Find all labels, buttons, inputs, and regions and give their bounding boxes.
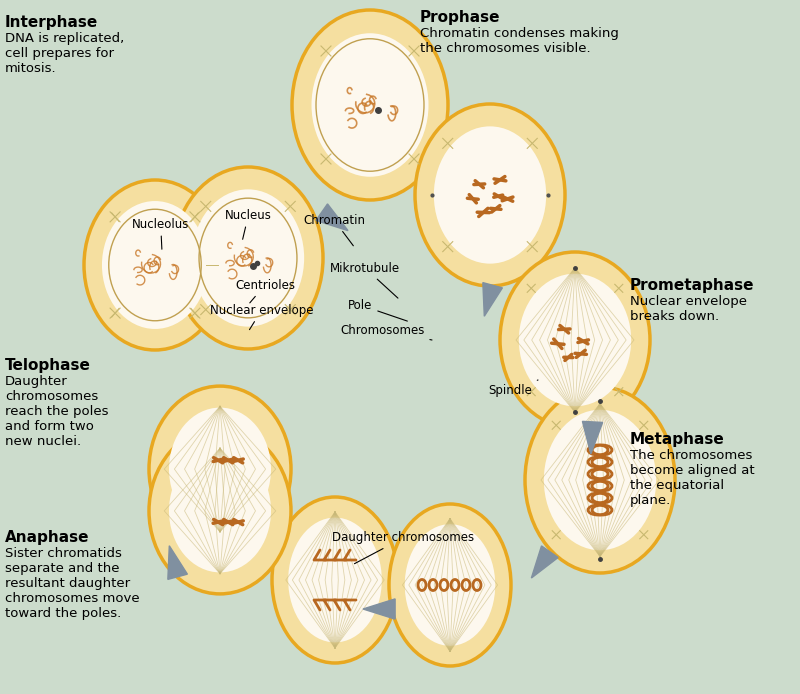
Text: Interphase: Interphase xyxy=(5,15,98,30)
Ellipse shape xyxy=(544,409,656,550)
Ellipse shape xyxy=(173,167,323,349)
Text: Prophase: Prophase xyxy=(420,10,501,25)
Ellipse shape xyxy=(415,104,565,286)
Text: Pole: Pole xyxy=(348,298,407,321)
Ellipse shape xyxy=(525,387,675,573)
Ellipse shape xyxy=(288,518,382,643)
Ellipse shape xyxy=(169,407,271,531)
Text: Nuclear envelope
breaks down.: Nuclear envelope breaks down. xyxy=(630,295,747,323)
Polygon shape xyxy=(483,282,502,316)
Ellipse shape xyxy=(292,10,448,200)
Text: Chromatin condenses making
the chromosomes visible.: Chromatin condenses making the chromosom… xyxy=(420,27,619,55)
Text: Prometaphase: Prometaphase xyxy=(630,278,754,293)
Text: Spindle: Spindle xyxy=(488,380,538,396)
Ellipse shape xyxy=(169,450,271,573)
Text: Telophase: Telophase xyxy=(5,358,91,373)
Ellipse shape xyxy=(500,252,650,428)
Text: Mikrotubule: Mikrotubule xyxy=(330,262,400,298)
Ellipse shape xyxy=(311,33,429,177)
Text: Nucleus: Nucleus xyxy=(225,208,272,239)
Ellipse shape xyxy=(405,524,495,646)
Polygon shape xyxy=(363,599,395,619)
Ellipse shape xyxy=(272,497,398,663)
Text: Metaphase: Metaphase xyxy=(630,432,725,447)
Text: Chromatin: Chromatin xyxy=(303,214,365,246)
Text: Sister chromatids
separate and the
resultant daughter
chromosomes move
toward th: Sister chromatids separate and the resul… xyxy=(5,547,140,620)
Polygon shape xyxy=(531,546,558,578)
Polygon shape xyxy=(316,204,348,230)
Text: DNA is replicated,
cell prepares for
mitosis.: DNA is replicated, cell prepares for mit… xyxy=(5,32,124,75)
Ellipse shape xyxy=(149,386,291,552)
Ellipse shape xyxy=(519,273,631,406)
Text: The chromosomes
become aligned at
the equatorial
plane.: The chromosomes become aligned at the eq… xyxy=(630,449,754,507)
Ellipse shape xyxy=(149,428,291,594)
Text: Nucleolus: Nucleolus xyxy=(132,217,190,249)
Text: Anaphase: Anaphase xyxy=(5,530,90,545)
Text: Nuclear envelope: Nuclear envelope xyxy=(210,303,314,330)
Text: Chromosomes: Chromosomes xyxy=(340,323,432,340)
Text: Daughter chromosomes: Daughter chromosomes xyxy=(332,532,474,564)
Polygon shape xyxy=(582,421,602,454)
Ellipse shape xyxy=(434,126,546,264)
Text: Daughter
chromosomes
reach the poles
and form two
new nuclei.: Daughter chromosomes reach the poles and… xyxy=(5,375,109,448)
Polygon shape xyxy=(168,545,187,579)
Ellipse shape xyxy=(84,180,226,350)
Text: Centrioles: Centrioles xyxy=(235,278,295,303)
Ellipse shape xyxy=(102,201,208,329)
Ellipse shape xyxy=(389,504,511,666)
Ellipse shape xyxy=(192,189,304,327)
